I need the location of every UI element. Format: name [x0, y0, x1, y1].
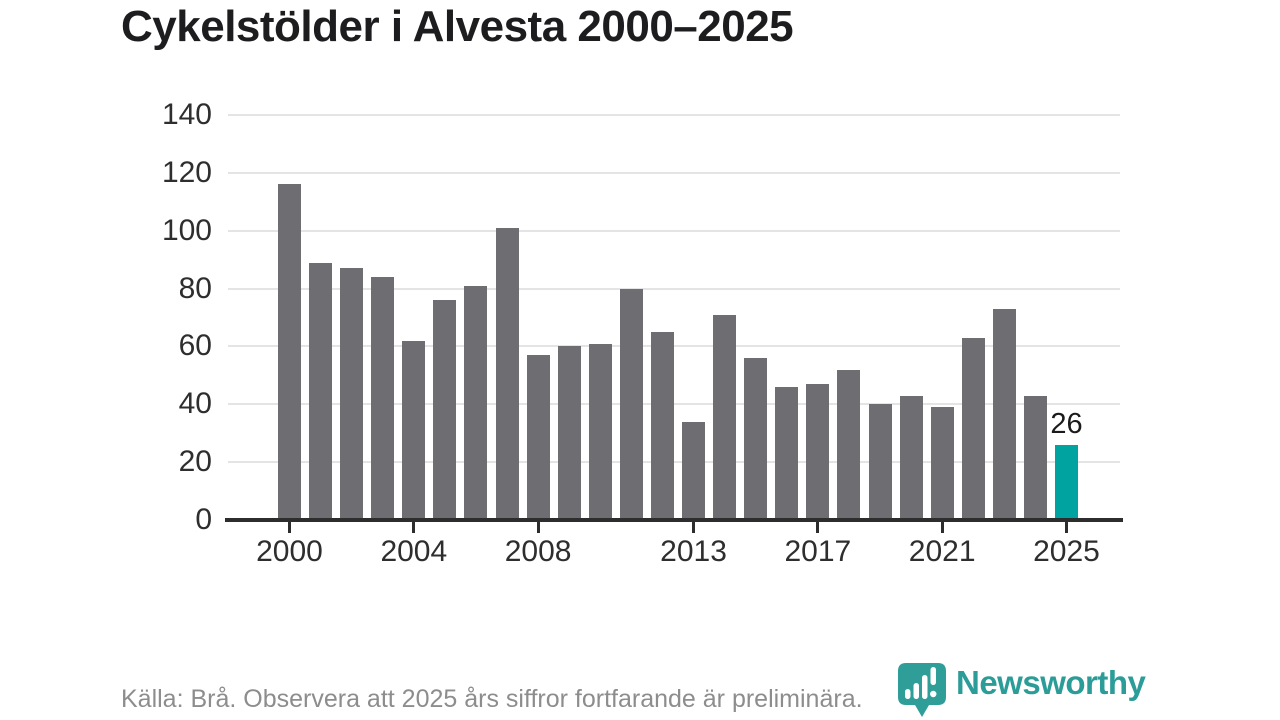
bar-2005: [433, 300, 457, 520]
newsworthy-pin-chart-icon: [898, 663, 946, 717]
x-tick-2004: [412, 522, 416, 533]
newsworthy-wordmark: Newsworthy: [956, 664, 1146, 701]
x-tick-2013: [692, 522, 696, 533]
gridline-20: [228, 461, 1120, 464]
bar-2018: [837, 369, 861, 520]
y-tick-label-80: 80: [178, 271, 212, 305]
x-tick-2008: [536, 522, 540, 533]
x-axis-line: [225, 518, 1123, 522]
newsworthy-logo: Newsworthy: [896, 661, 1146, 719]
bar-2012: [650, 331, 674, 520]
y-tick-label-100: 100: [161, 213, 212, 247]
source-note: Källa: Brå. Observera att 2025 års siffr…: [121, 685, 863, 713]
bar-2023: [992, 308, 1016, 520]
bar-2015: [744, 358, 768, 520]
x-tick-label-2000: 2000: [256, 535, 323, 568]
gridline-80: [228, 287, 1120, 290]
bar-2013: [682, 421, 706, 520]
bar-2021: [930, 407, 954, 520]
bar-2009: [557, 346, 581, 520]
x-tick-label-2017: 2017: [784, 535, 852, 568]
bar-2000: [278, 184, 301, 520]
x-tick-label-2004: 2004: [380, 535, 448, 568]
bar-2007: [495, 227, 519, 520]
gridline-60: [228, 345, 1120, 348]
bar-2006: [464, 285, 488, 520]
bar-value-label: 26: [1050, 407, 1083, 440]
gridline-100: [228, 229, 1120, 232]
bar-2002: [340, 268, 364, 520]
bar-2008: [526, 355, 550, 520]
bar-2022: [961, 337, 985, 520]
x-tick-2000: [288, 522, 291, 533]
gridline-120: [228, 171, 1120, 174]
y-tick-label-40: 40: [178, 387, 212, 421]
bar-2016: [775, 386, 799, 520]
x-tick-2025: [1065, 522, 1068, 533]
bar-2004: [402, 340, 426, 520]
bar-2020: [899, 395, 923, 520]
bar-2017: [806, 384, 830, 520]
chart-title: Cykelstölder i Alvesta 2000–2025: [121, 2, 794, 51]
y-tick-label-140: 140: [161, 98, 212, 131]
x-tick-label-2013: 2013: [660, 535, 727, 568]
y-tick-label-120: 120: [161, 155, 212, 189]
gridline-40: [228, 403, 1120, 406]
bar-2014: [713, 314, 737, 520]
bar-2025: [1055, 444, 1078, 520]
gridline-140: [228, 114, 1120, 116]
y-tick-label-0: 0: [195, 503, 212, 536]
bar-2001: [309, 262, 333, 520]
y-tick-label-20: 20: [178, 445, 212, 479]
bar-2019: [868, 404, 892, 520]
bar-2010: [588, 343, 612, 520]
bar-2003: [371, 277, 395, 520]
x-tick-label-2008: 2008: [504, 535, 572, 568]
x-tick-2021: [940, 522, 944, 533]
bar-2024: [1023, 395, 1047, 520]
x-tick-label-2025: 2025: [1033, 535, 1100, 568]
x-tick-label-2021: 2021: [908, 535, 976, 568]
x-tick-2017: [816, 522, 820, 533]
bar-2011: [619, 288, 643, 520]
y-tick-label-60: 60: [178, 329, 212, 363]
